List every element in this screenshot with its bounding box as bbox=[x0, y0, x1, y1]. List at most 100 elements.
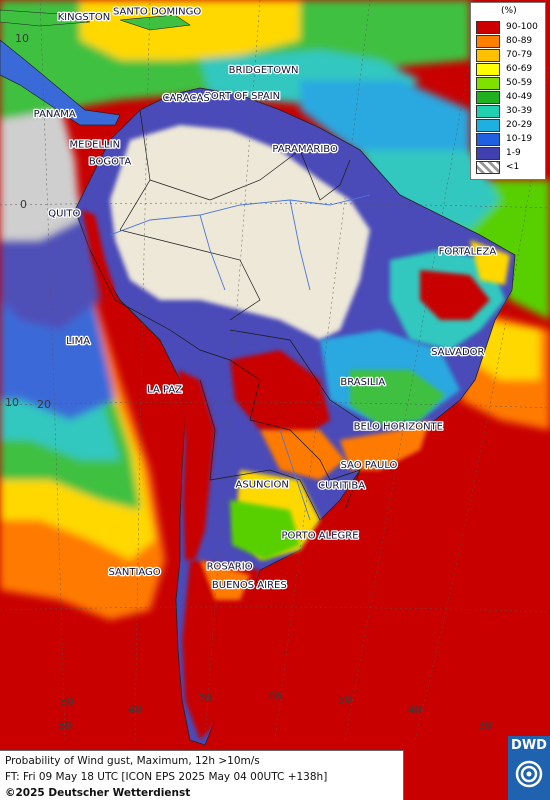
legend-swatch bbox=[476, 133, 500, 146]
land-fields bbox=[74, 87, 516, 746]
legend-item: <1 bbox=[476, 161, 546, 174]
legend-swatch bbox=[476, 147, 500, 160]
legend-item: 10-19 bbox=[476, 133, 546, 146]
legend-label: 10-19 bbox=[506, 134, 533, 144]
legend: (%) 90-100 80-89 70-79 60-69 50-59 40-49 30-39… bbox=[470, 2, 546, 180]
legend-swatch bbox=[476, 105, 500, 118]
country-borders bbox=[89, 109, 361, 521]
legend-label: 90-100 bbox=[506, 22, 538, 32]
field-ne-brazil-yellow bbox=[470, 240, 510, 285]
field-atlantic-north-cyan bbox=[360, 150, 500, 230]
field-argentina-green bbox=[230, 500, 300, 560]
field-patagonia-red bbox=[182, 560, 260, 740]
legend-label: 20-29 bbox=[506, 120, 533, 130]
city-label: SALVADOR bbox=[431, 347, 484, 358]
legend-item: 80-89 bbox=[476, 35, 546, 48]
legend-swatch bbox=[476, 161, 500, 174]
legend-item: 40-49 bbox=[476, 91, 546, 104]
grid-label-lon-30: 30 bbox=[478, 719, 492, 732]
legend-unit: (%) bbox=[501, 6, 517, 16]
city-label: MEDELLIN bbox=[70, 139, 121, 150]
city-label: FORTALEZA bbox=[439, 246, 497, 257]
legend-item: 50-59 bbox=[476, 77, 546, 90]
field-ne-brazil-red bbox=[420, 270, 490, 320]
legend-item: 1-9 bbox=[476, 147, 546, 160]
field-amazon-grey bbox=[110, 125, 370, 340]
city-label: PORTO ALEGRE bbox=[281, 530, 358, 541]
grid-label-lat-s20: 20 bbox=[37, 398, 51, 411]
city-label: LIMA bbox=[66, 336, 90, 347]
field-andes-red bbox=[178, 370, 215, 560]
field-andes-north-red bbox=[82, 210, 115, 295]
legend-swatch bbox=[476, 63, 500, 76]
field-chaco-red bbox=[230, 350, 330, 440]
city-label: SANTO DOMINGO bbox=[113, 7, 201, 18]
rivers bbox=[109, 194, 371, 521]
city-label: BOGOTA bbox=[89, 157, 132, 168]
grid-label-lon-80b: 80 bbox=[60, 695, 74, 708]
graticule bbox=[0, 0, 550, 741]
grid-label-lon-40: 40 bbox=[408, 703, 422, 716]
island-cuba bbox=[0, 9, 91, 27]
legend-swatch bbox=[476, 77, 500, 90]
field-pacific-grey bbox=[0, 105, 80, 240]
city-label: PANAMA bbox=[34, 109, 76, 120]
grid-label-lon-70: 70 bbox=[198, 692, 212, 705]
legend-label: 70-79 bbox=[506, 50, 533, 60]
field-caribbean-yellow bbox=[80, 0, 300, 60]
legend-label: 1-9 bbox=[506, 148, 521, 158]
legend-label: 30-39 bbox=[506, 106, 533, 116]
field-patagonia-orange bbox=[200, 560, 250, 600]
legend-item: 90-100 bbox=[476, 21, 546, 34]
grid-labels: 10 0 10 20 80 70 60 50 40 30 40 80 bbox=[5, 32, 492, 732]
probability-fields bbox=[0, 0, 550, 620]
caption-title: Probability of Wind gust, Maximum, 12h >… bbox=[5, 755, 260, 767]
grid-label-lon-40b: 40 bbox=[128, 703, 142, 716]
legend-item: 30-39 bbox=[476, 105, 546, 118]
legend-label: <1 bbox=[506, 162, 520, 172]
city-label: BELO HORIZONTE bbox=[354, 421, 443, 432]
city-label: QUITO bbox=[48, 209, 80, 220]
grid-label-lat-0: 0 bbox=[20, 198, 27, 211]
legend-swatch bbox=[476, 49, 500, 62]
legend-label: 60-69 bbox=[506, 64, 533, 74]
city-label: PARAMARIBO bbox=[272, 144, 338, 155]
city-label: BUENOS AIRES bbox=[212, 580, 287, 591]
grid-label-lon-60: 60 bbox=[268, 690, 282, 703]
city-label: SANTIAGO bbox=[108, 567, 160, 578]
legend-item: 60-69 bbox=[476, 63, 546, 76]
dwd-swirl-icon bbox=[514, 760, 544, 794]
city-labels: KINGSTON SANTO DOMINGO BRIDGETOWN PORT OF S… bbox=[32, 5, 497, 592]
field-se-coast-orange bbox=[340, 420, 430, 470]
grid-label-lon-50: 50 bbox=[338, 693, 352, 706]
legend-item: 20-29 bbox=[476, 119, 546, 132]
legend-swatch bbox=[476, 35, 500, 48]
legend-swatch bbox=[476, 119, 500, 132]
caption-forecast-time: FT: Fri 09 May 18 UTC [ICON EPS 2025 May… bbox=[5, 771, 328, 783]
city-label: BRASILIA bbox=[340, 377, 385, 388]
city-label: PORT OF SPAIN bbox=[205, 91, 280, 102]
city-label: BRIDGETOWN bbox=[229, 65, 299, 76]
grid-label-lat-s10: 10 bbox=[5, 396, 19, 409]
central-america bbox=[0, 39, 121, 126]
dwd-logo: DWD bbox=[508, 736, 550, 800]
legend-label: 50-59 bbox=[506, 78, 533, 88]
island-hispaniola bbox=[119, 14, 191, 31]
city-label: CURITIBA bbox=[318, 481, 365, 492]
legend-item: 70-79 bbox=[476, 49, 546, 62]
city-label: ROSARIO bbox=[207, 562, 253, 573]
legend-swatch bbox=[476, 91, 500, 104]
dwd-logo-text: DWD bbox=[511, 738, 547, 753]
city-label: SAO PAULO bbox=[341, 460, 398, 471]
caption-copyright: ©2025 Deutscher Wetterdienst bbox=[5, 787, 191, 799]
legend-swatch bbox=[476, 21, 500, 34]
city-label: LA PAZ bbox=[147, 385, 182, 396]
grid-label-lat-n10: 10 bbox=[15, 32, 29, 45]
legend-label: 80-89 bbox=[506, 36, 533, 46]
caption: Probability of Wind gust, Maximum, 12h >… bbox=[0, 750, 404, 800]
city-label: KINGSTON bbox=[58, 12, 111, 23]
city-label: ASUNCION bbox=[236, 480, 289, 491]
city-label: CARACAS bbox=[162, 93, 209, 104]
